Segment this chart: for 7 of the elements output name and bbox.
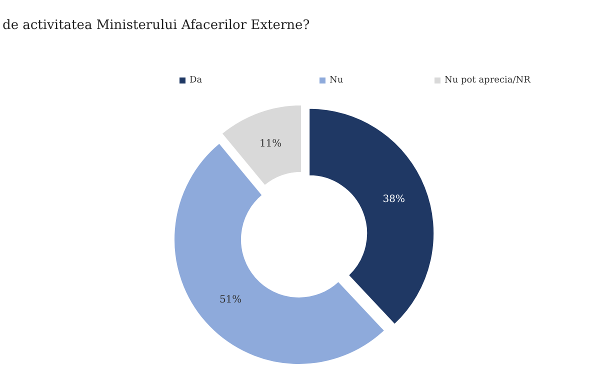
legend-label: Da — [190, 76, 203, 86]
data-label: 38% — [382, 194, 406, 206]
legend-label: Nu pot aprecia/NR — [444, 76, 531, 86]
chart-title: de activitatea Ministerului Afacerilor Externe? — [2, 18, 310, 33]
data-label: 51% — [219, 294, 242, 306]
legend-label: Nu — [330, 76, 344, 86]
data-label: 11% — [259, 138, 282, 150]
